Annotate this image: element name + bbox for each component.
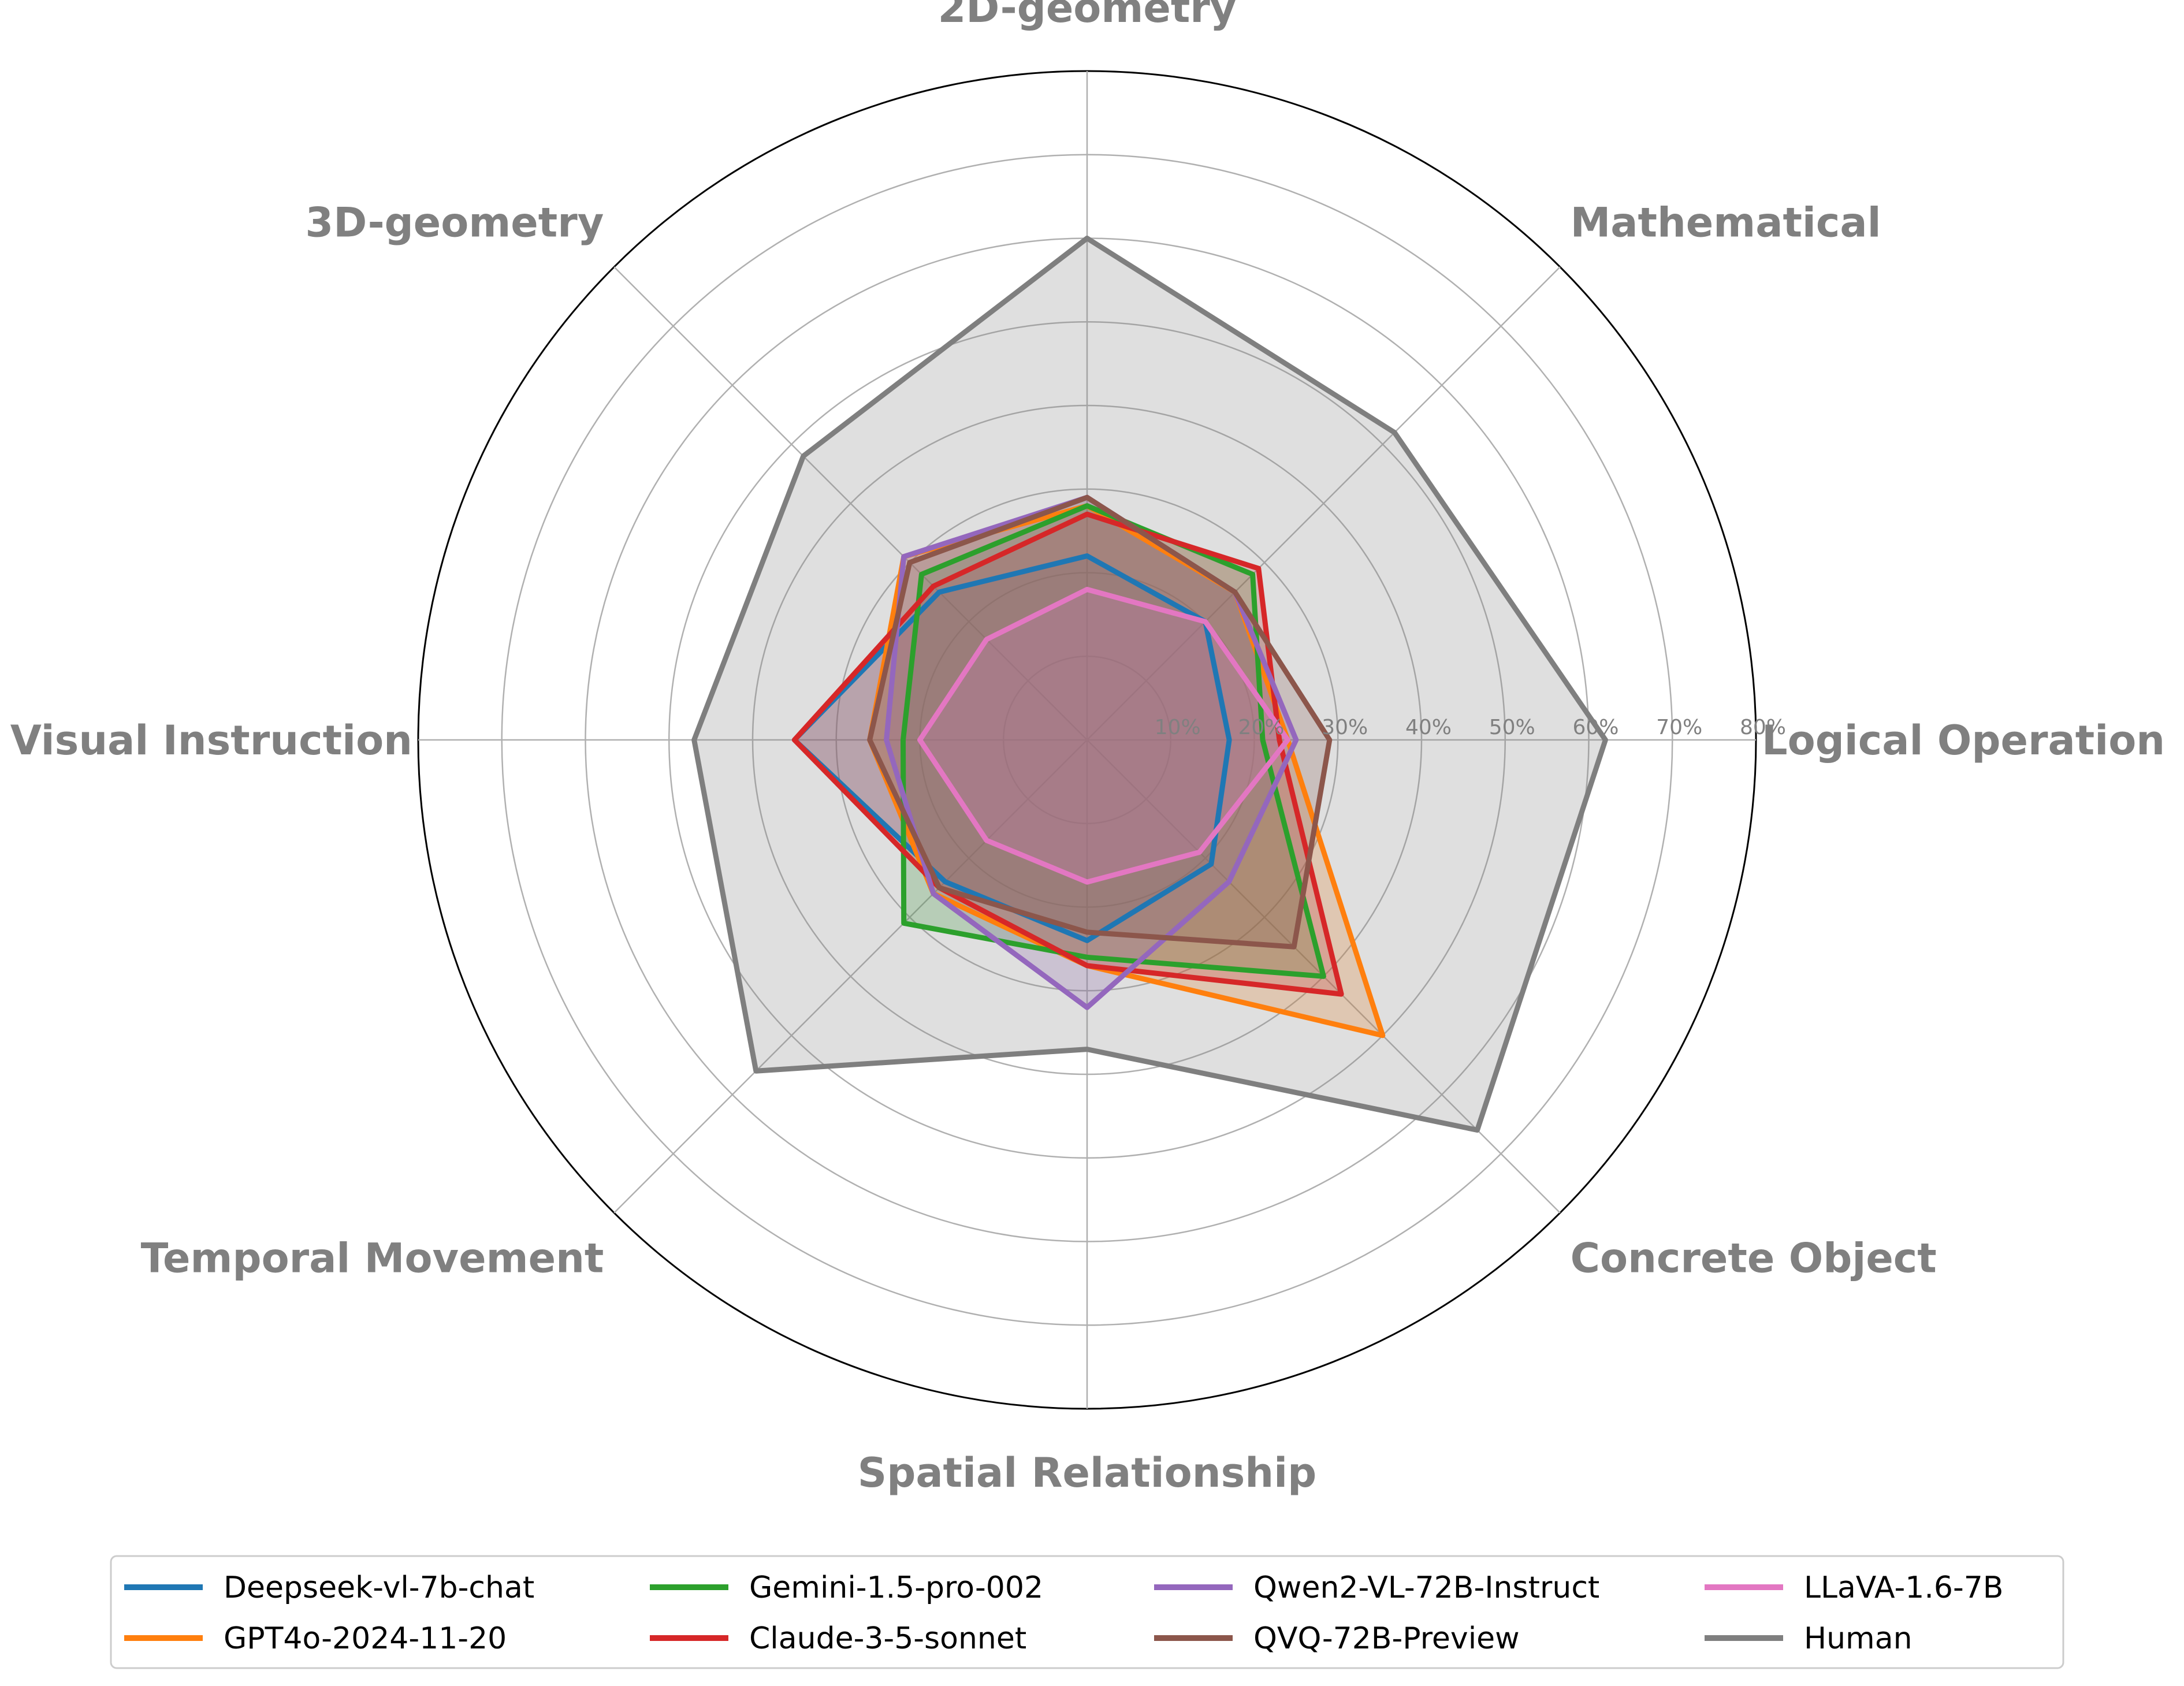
legend-label-gemini-1-5-pro-002: Gemini-1.5-pro-002 <box>749 1570 1043 1605</box>
series-fills <box>694 238 1606 1130</box>
tick-label: 10% <box>1155 716 1201 739</box>
category-label-concrete-object: Concrete Object <box>1571 1235 1937 1282</box>
spoke-mathematical <box>1087 266 1561 740</box>
category-labels: Logical Operation Mathematical 2D-geometry… <box>10 0 2165 1497</box>
series-fill-qwen2-vl-72b-instruct <box>886 497 1296 1008</box>
tick-label: 80% <box>1740 716 1786 739</box>
legend-box <box>110 1555 2064 1669</box>
series-line-human <box>691 236 1608 1133</box>
series-lines <box>691 236 1608 1133</box>
category-label-visual-instruction: Visual Instruction <box>10 717 412 764</box>
series-fill-llava-1-6-7b <box>920 589 1288 883</box>
legend-label-qwen2-vl-72b-instruct: Qwen2-VL-72B-Instruct <box>1253 1570 1599 1605</box>
legend-label-deepseek-vl-7b-chat: Deepseek-vl-7b-chat <box>224 1570 534 1605</box>
series-fill-deepseek-vl-7b-chat <box>794 556 1230 941</box>
category-label-temporal-movement: Temporal Movement <box>141 1235 604 1282</box>
category-label-3d-geometry: 3D-geometry <box>306 199 604 246</box>
tick-label: 30% <box>1322 716 1368 739</box>
category-label-mathematical: Mathematical <box>1571 199 1881 246</box>
spoke-3d-geometry <box>613 266 1088 740</box>
tick-label: 60% <box>1573 716 1619 739</box>
radar-grid <box>417 70 1757 1410</box>
tick-label: 20% <box>1238 716 1285 739</box>
legend-label-gpt4o-2024-11-20: GPT4o-2024-11-20 <box>224 1621 507 1656</box>
spoke-temporal-movement <box>613 739 1088 1214</box>
series-fill-gemini-1-5-pro-002 <box>903 505 1324 977</box>
legend: Deepseek-vl-7b-chat GPT4o-2024-11-20 Gemin… <box>110 1555 2064 1669</box>
category-label-2d-geometry: 2D-geometry <box>938 0 1237 32</box>
tick-label: 50% <box>1489 716 1535 739</box>
category-label-logical-operation: Logical Operation <box>1762 717 2165 764</box>
series-line-llava-1-6-7b <box>917 587 1290 885</box>
legend-label-qvq-72b-preview: QVQ-72B-Preview <box>1253 1621 1520 1656</box>
tick-label: 70% <box>1656 716 1702 739</box>
legend-label-human: Human <box>1804 1621 1913 1656</box>
series-fill-human <box>694 238 1606 1130</box>
legend-label-claude-3-5-sonnet: Claude-3-5-sonnet <box>749 1621 1026 1656</box>
series-line-qvq-72b-preview <box>867 494 1333 950</box>
category-label-spatial-relationship: Spatial Relationship <box>858 1449 1316 1497</box>
legend-label-llava-1-6-7b: LLaVA-1.6-7B <box>1804 1570 2003 1605</box>
series-line-claude-3-5-sonnet <box>791 511 1344 997</box>
radial-tick-labels: 10% 20% 30% 40% 50% 60% 70% 80% <box>1155 716 1786 739</box>
tick-label: 40% <box>1405 716 1452 739</box>
